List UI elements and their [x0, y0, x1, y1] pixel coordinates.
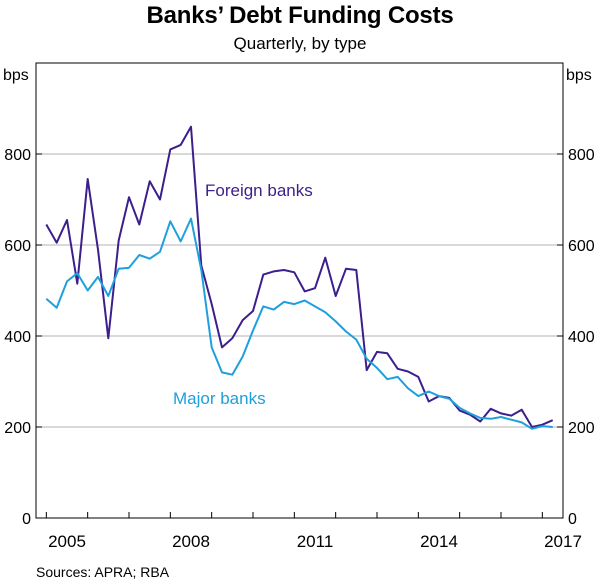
x-tick-label: 2014: [420, 532, 458, 551]
x-tick-label: 2008: [172, 532, 210, 551]
annotation-major-banks: Major banks: [173, 389, 266, 408]
series-line-foreign-banks: [45, 125, 554, 428]
x-tick-label: 2011: [297, 532, 334, 551]
series-lines: [45, 125, 554, 430]
y-tick-label-right: 600: [568, 238, 595, 255]
y-axis: 0 0 200 200 400 400 600 600 800 800: [4, 147, 595, 528]
source-note: Sources: APRA; RBA: [36, 564, 170, 580]
y-tick-label-right: 0: [568, 511, 577, 528]
y-tick-label-left: 600: [4, 238, 31, 255]
chart-title: Banks’ Debt Funding Costs: [146, 2, 454, 29]
y-tick-label-right: 800: [568, 147, 595, 164]
plot-frame: [35, 62, 564, 519]
y-axis-label-right: bps: [566, 67, 592, 84]
y-tick-label-right: 400: [568, 329, 595, 346]
x-tick-label: 2005: [48, 532, 86, 551]
y-tick-label-left: 0: [22, 511, 31, 528]
y-tick-label-right: 200: [568, 420, 595, 437]
gridlines: [36, 153, 563, 428]
y-tick-label-left: 400: [4, 329, 31, 346]
x-axis: 2005 2008 2011 2014 2017: [45, 512, 582, 551]
y-axis-label-left: bps: [3, 67, 29, 84]
chart-subtitle: Quarterly, by type: [233, 34, 367, 53]
annotation-foreign-banks: Foreign banks: [205, 181, 313, 200]
y-tick-label-left: 200: [4, 420, 31, 437]
x-tick-label: 2017: [544, 532, 582, 551]
y-tick-label-left: 800: [4, 147, 31, 164]
series-line-major-banks: [45, 217, 553, 430]
